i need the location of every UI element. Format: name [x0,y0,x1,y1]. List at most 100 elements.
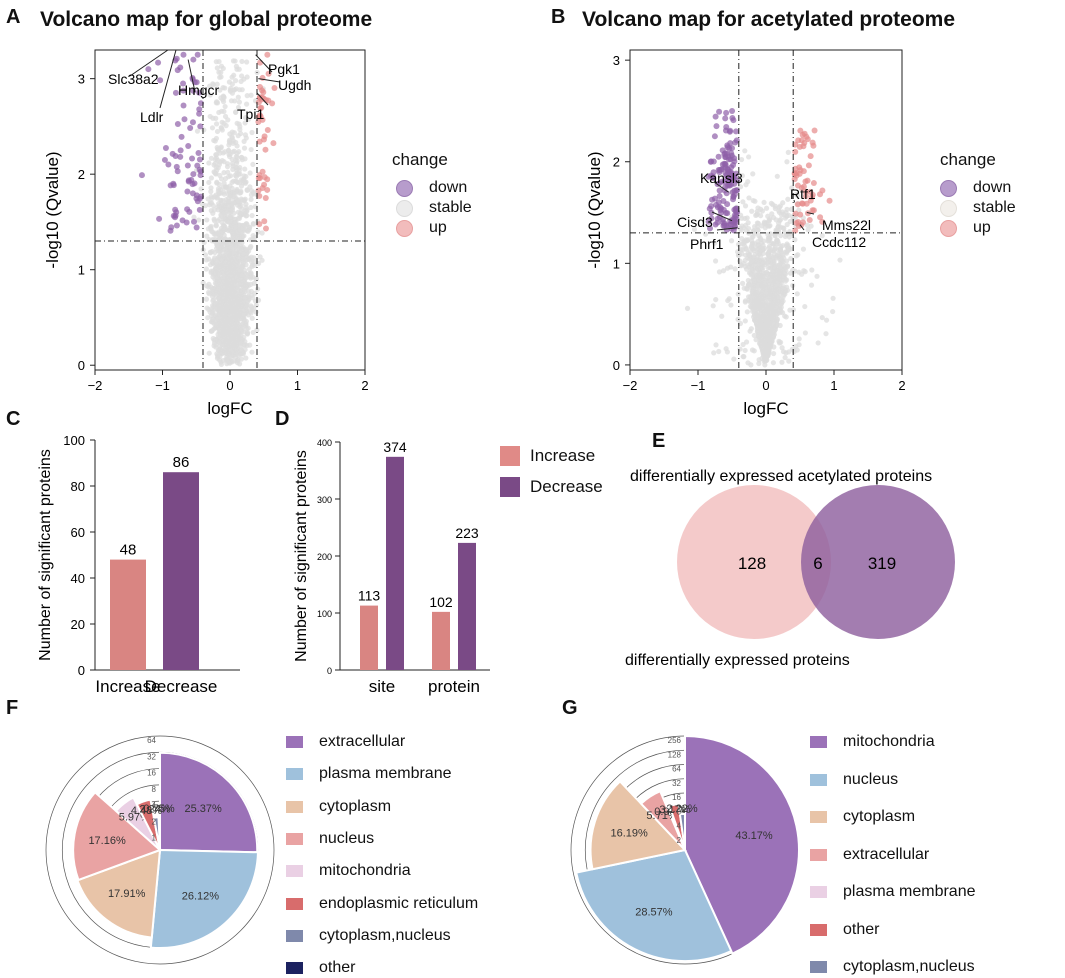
stable-point [761,274,768,280]
stable-point [782,313,788,319]
stable-point [212,156,218,163]
stable-point [211,194,218,200]
stable-point [755,282,761,288]
pie-slice-endoplasmic-reticulum [135,798,161,851]
stable-point [773,217,779,223]
stable-point [211,137,217,144]
stable-point [239,58,245,65]
venn-circle-acetylated [801,485,955,639]
stable-point [206,160,212,166]
x-category-label: site [369,677,395,696]
stable-point [761,281,768,288]
stable-point [203,266,209,272]
stable-point [763,342,769,349]
pie-legend-item-cytoplasm: cytoplasm [286,798,391,816]
annotation-label: Pgk1 [268,61,300,77]
down-point [181,116,188,123]
stable-point [226,277,232,283]
stable-point [763,324,769,330]
up-point [807,153,814,160]
stable-point [213,304,219,310]
stable-point [249,349,255,355]
up-point [811,127,818,134]
stable-point [215,186,222,192]
stable-point [220,65,226,72]
down-point [732,128,739,135]
stable-point [769,272,775,278]
stable-point [228,98,235,104]
pie-legend-label: cytoplasm [319,797,392,815]
down-point [714,219,721,226]
y-axis-label: Number of significant proteins [293,450,310,662]
stable-point [252,204,258,210]
pie-legend-label: cytoplasm [843,808,916,825]
stable-point [227,214,233,220]
stable-point [229,179,235,185]
stable-point [241,145,248,151]
stable-point [244,187,250,193]
legend-swatch-icon [286,865,303,878]
stable-point [773,255,779,261]
down-point [722,154,729,161]
stable-point [216,58,222,65]
stable-point [210,82,217,88]
stable-point [712,258,719,264]
radial-tick-label: 32 [147,752,156,761]
annotation-label: Tpi1 [237,106,264,122]
down-point [165,161,172,168]
stable-point [768,200,774,206]
stable-point [253,309,259,315]
stable-point [766,249,772,255]
stable-point [756,360,762,367]
stable-point [218,108,225,114]
stable-point [196,217,202,223]
up-point [257,105,264,112]
annotation-label: Cisd3 [677,214,713,230]
stable-point [777,203,783,209]
pie-slice-mitochondria [684,734,800,955]
legend-a-down: down [396,179,467,197]
panel-letter-g: G [562,697,578,719]
bar-chart-d: 0 100 200 300 400 113 374 site 102 223 protein Numb… [293,438,490,696]
pie-percent-label: 4.48% [131,805,162,817]
pie-percent-label: 17.91% [108,888,146,900]
stable-point [220,254,226,260]
stable-point [745,220,751,226]
stable-point [243,101,250,107]
legend-swatch-icon [286,736,303,748]
stable-point [776,208,782,214]
x-category-label: Increase [95,677,160,696]
stable-point [737,346,743,352]
stable-point [216,190,222,197]
stable-point [753,212,759,218]
stable-point [753,337,759,343]
stable-point [742,203,749,209]
stable-point [238,272,244,278]
stable-point [242,180,248,186]
down-point [710,169,717,176]
stable-point [779,256,785,263]
stable-point [248,275,254,281]
stable-point [780,349,787,355]
stable-point [233,139,239,146]
stable-point [238,177,244,183]
y-tick-label: 20 [71,617,85,632]
legend-d-decrease: Decrease [500,477,603,497]
up-point [261,174,268,181]
down-point [705,173,712,180]
stable-point [823,317,830,323]
stable-point [211,169,217,175]
down-point [718,205,725,212]
down-point [723,123,730,130]
stable-point [752,257,758,263]
radial-grid-ring [45,735,275,965]
pie-percent-label: 0.75% [143,803,174,815]
stable-point [210,316,216,322]
pie-legend-label: other [319,959,356,977]
stable-point [211,162,217,168]
stable-point [755,227,761,233]
stable-point [216,248,223,254]
annotation-leader [713,181,729,193]
stable-point [736,251,743,258]
stable-point [231,87,238,93]
